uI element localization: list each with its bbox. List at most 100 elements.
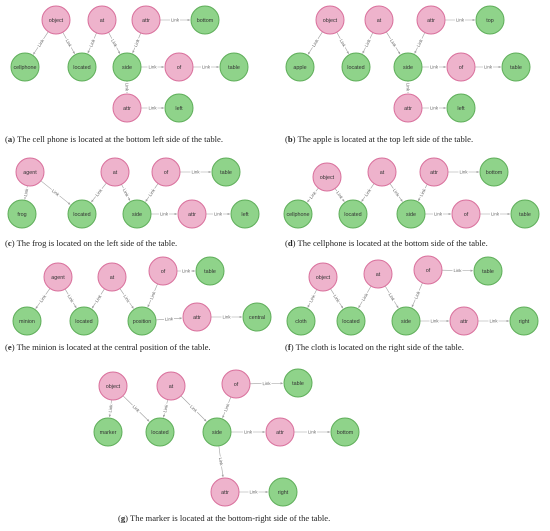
node-top: top — [475, 5, 505, 35]
node-label: side — [212, 430, 222, 436]
node-object: object — [315, 5, 345, 35]
node-side: side — [112, 52, 142, 82]
node-cellphone: cellphone — [283, 199, 313, 229]
node-label: apple — [293, 65, 306, 71]
edge-label: Link — [110, 38, 119, 48]
node-table: table — [501, 52, 531, 82]
node-label: attr — [430, 170, 438, 176]
node-label: object — [49, 18, 64, 24]
edge-label: Link — [363, 187, 372, 197]
graph-panel-f: Link Link Link Link Link Link Link Link object at… — [286, 255, 539, 336]
edge-label: Link — [94, 293, 103, 303]
edge-label: Link — [189, 404, 199, 414]
node-label: central — [249, 315, 265, 321]
edge-label: Link — [38, 293, 47, 303]
node-label: bottom — [337, 430, 354, 436]
node-attr1: attr — [131, 5, 161, 35]
node-label: position — [133, 319, 152, 325]
node-label: bottom — [486, 170, 503, 176]
node-label: object — [316, 275, 331, 281]
edge-label: Link — [434, 212, 443, 217]
node-bottom: bottom — [190, 5, 220, 35]
node-label: right — [278, 490, 289, 496]
edge-label: Link — [361, 292, 370, 302]
edge-label: Link — [453, 268, 462, 273]
node-attr1: attr — [416, 5, 446, 35]
node-right: right — [509, 306, 539, 336]
node-label: object — [320, 175, 335, 181]
edge-label: Link — [430, 319, 439, 324]
edge-label: Link — [416, 38, 424, 48]
node-label: bottom — [197, 18, 214, 24]
node-label: attr — [460, 319, 468, 325]
edge-label: Link — [171, 18, 180, 23]
node-label: located — [344, 212, 361, 218]
node-label: attr — [276, 430, 284, 436]
node-label: side — [132, 212, 142, 218]
edge-label: Link — [430, 106, 439, 111]
edge-label: Link — [430, 65, 439, 70]
node-label: of — [161, 269, 166, 275]
edge-label: Link — [311, 38, 320, 48]
edge-label: Link — [122, 188, 131, 198]
node-label: minion — [19, 319, 35, 325]
edge-label: Link — [51, 188, 61, 197]
node-label: attr — [123, 106, 131, 112]
edge-label: Link — [456, 18, 465, 23]
node-at: at — [97, 262, 127, 292]
node-at: at — [367, 157, 397, 187]
node-at: at — [156, 371, 186, 401]
edge-label: Link — [162, 403, 169, 413]
edge-label: Link — [364, 38, 372, 48]
node-table: table — [219, 52, 249, 82]
node-label: attr — [188, 212, 196, 218]
node-central: central — [242, 302, 272, 332]
node-label: of — [464, 212, 469, 218]
node-cloth: cloth — [286, 306, 316, 336]
node-attr2: attr — [210, 477, 240, 507]
graph-panel-b: Link Link Link Link Link Link Link Link Link Link… — [285, 5, 531, 123]
node-of: of — [151, 157, 181, 187]
edge-label: Link — [308, 293, 316, 303]
edge-label: Link — [249, 490, 258, 495]
edge-label: Link — [182, 269, 191, 274]
node-label: attr — [404, 106, 412, 112]
node-label: located — [75, 319, 92, 325]
edge-label: Link — [133, 38, 141, 48]
edge-label: Link — [191, 170, 200, 175]
node-at: at — [363, 259, 393, 289]
edge-label: Link — [413, 290, 421, 300]
node-left: left — [164, 93, 194, 123]
graph-panel-d: Link Link Link Link Link Link Link Link object at… — [283, 157, 540, 229]
node-label: of — [164, 170, 169, 176]
node-label: table — [519, 212, 531, 218]
edge-label: Link — [108, 403, 114, 412]
node-of: of — [446, 52, 476, 82]
node-marker: marker — [93, 417, 123, 447]
node-label: side — [122, 65, 132, 71]
node-attr: attr — [419, 157, 449, 187]
node-bottom: bottom — [479, 157, 509, 187]
node-label: attr — [427, 18, 435, 24]
edge-label: Link — [67, 294, 76, 304]
node-label: table — [204, 269, 216, 275]
node-bottom: bottom — [330, 417, 360, 447]
node-at: at — [364, 5, 394, 35]
caption-d: (d) The cellphone is located at the bott… — [285, 238, 488, 248]
edge-label: Link — [339, 38, 348, 48]
edge-label: Link — [202, 65, 211, 70]
node-object: object — [41, 5, 71, 35]
node-label: table — [510, 65, 522, 71]
node-right: right — [268, 477, 298, 507]
edge-label: Link — [36, 38, 45, 48]
node-label: object — [106, 384, 121, 390]
node-position: position — [127, 306, 157, 336]
graph-panel-e: Link Link Link Link Link Link Link Link agent at o… — [12, 256, 272, 336]
node-cellphone: cellphone — [10, 52, 40, 82]
edge-label: Link — [262, 381, 271, 386]
node-located: located — [145, 417, 175, 447]
node-label: frog — [17, 212, 26, 218]
node-label: side — [406, 212, 416, 218]
node-label: left — [457, 106, 465, 112]
